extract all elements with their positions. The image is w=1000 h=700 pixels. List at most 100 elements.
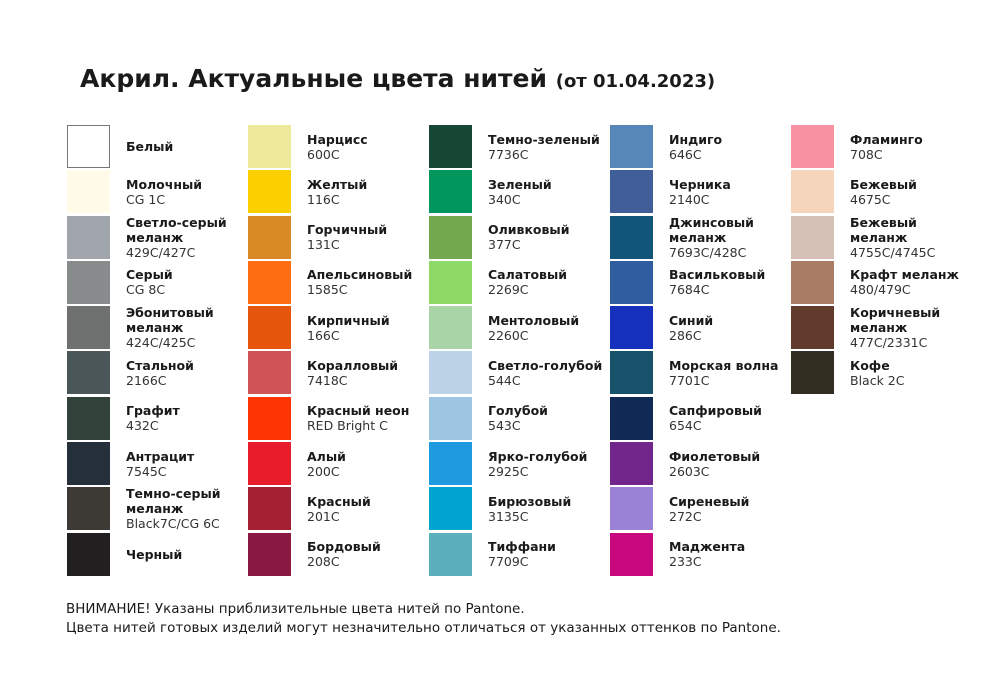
color-name: Фиолетовый: [669, 448, 761, 464]
color-swatch: [791, 125, 834, 168]
color-swatch: [429, 351, 472, 395]
color-label: Черный: [126, 533, 182, 576]
color-item: Стальной 2166C: [67, 351, 248, 396]
color-swatch: [610, 351, 653, 395]
color-swatch: [248, 396, 291, 440]
palette-column: Индиго 646C Черника 2140C Джинсовый меланж 769…: [610, 125, 791, 578]
color-name: Желтый: [307, 176, 368, 192]
color-item: Голубой 543C: [429, 396, 610, 442]
pantone-code: 432C: [126, 418, 159, 434]
color-swatch: [248, 351, 291, 395]
color-label: Сиреневый 272C: [669, 487, 749, 530]
color-item: Кофе Black 2C: [791, 351, 972, 396]
color-item: Нарцисс 600C: [248, 125, 429, 170]
color-label: Салатовый 2269C: [488, 261, 567, 304]
color-name: Индиго: [669, 131, 723, 147]
color-swatch: [248, 487, 291, 531]
color-name: Коричневый: [850, 305, 941, 321]
pantone-code: 654C: [669, 418, 702, 434]
color-swatch: [67, 442, 110, 486]
pantone-code: 708C: [850, 146, 883, 162]
color-name: Светло-голубой: [488, 357, 603, 373]
color-label: Синий 286C: [669, 306, 713, 349]
color-label: Антрацит 7545C: [126, 442, 194, 485]
color-label: Голубой 543C: [488, 397, 548, 440]
color-label: Бежевый меланж 4755C/4745C: [850, 215, 936, 260]
color-item: Зеленый 340C: [429, 170, 610, 215]
color-swatch: [791, 170, 834, 214]
color-swatch: [429, 396, 472, 440]
color-swatch: [248, 532, 291, 576]
color-item: Горчичный 131C: [248, 215, 429, 261]
color-name: Темно-серый: [126, 486, 221, 502]
disclaimer-note: ВНИМАНИЕ! Указаны приблизительные цвета …: [66, 600, 781, 638]
color-name: Фламинго: [850, 131, 923, 147]
pantone-code: 2140C: [669, 191, 710, 207]
color-item: Красный неон RED Bright C: [248, 396, 429, 442]
color-label: Маджента 233C: [669, 533, 745, 576]
color-swatch: [248, 125, 291, 168]
palette-column: Нарцисс 600C Желтый 116C Горчичный 131C Апельс…: [248, 125, 429, 578]
color-item: Черника 2140C: [610, 170, 791, 215]
pantone-code: 116C: [307, 191, 340, 207]
palette-column: Темно-зеленый 7736C Зеленый 340C Оливковый 37…: [429, 125, 610, 578]
color-item: Васильковый 7684C: [610, 260, 791, 306]
color-item: Светло-голубой 544C: [429, 351, 610, 396]
color-item: Фламинго 708C: [791, 125, 972, 170]
pantone-code: 7709C: [488, 554, 529, 570]
color-name: Стальной: [126, 357, 194, 373]
note-line-1: ВНИМАНИЕ! Указаны приблизительные цвета …: [66, 601, 525, 617]
pantone-code: RED Bright C: [307, 418, 388, 434]
palette-column: Фламинго 708C Бежевый 4675C Бежевый меланж 475…: [791, 125, 972, 397]
pantone-code: 2166C: [126, 372, 167, 388]
pantone-code: Black 2C: [850, 372, 905, 388]
color-label: Красный неон RED Bright C: [307, 397, 409, 440]
color-label: Фламинго 708C: [850, 125, 923, 168]
color-label: Желтый 116C: [307, 170, 367, 213]
color-swatch: [67, 532, 110, 576]
color-item: Красный 201C: [248, 487, 429, 532]
color-swatch: [67, 125, 110, 168]
color-label: Светло-серый меланж 429C/427C: [126, 215, 227, 260]
color-swatch: [248, 442, 291, 486]
color-item: Тиффани 7709C: [429, 532, 610, 578]
color-label: Джинсовый меланж 7693C/428C: [669, 215, 754, 260]
color-item: Джинсовый меланж 7693C/428C: [610, 215, 791, 261]
color-item: Морская волна 7701C: [610, 351, 791, 396]
color-name: Горчичный: [307, 222, 388, 238]
color-name: Черника: [669, 176, 731, 192]
color-item: Молочный CG 1C: [67, 170, 248, 215]
pantone-code: 4755C/4745C: [850, 244, 936, 260]
color-name: Нарцисс: [307, 131, 368, 147]
color-item: Оливковый 377C: [429, 215, 610, 261]
color-label: Кирпичный 166C: [307, 306, 390, 349]
color-name: Красный: [307, 493, 371, 509]
color-name: Ярко-голубой: [488, 448, 588, 464]
color-label: Индиго 646C: [669, 125, 722, 168]
color-swatch: [610, 215, 653, 259]
color-label: Бирюзовый 3135C: [488, 487, 571, 530]
color-swatch: [610, 306, 653, 350]
color-label: Ментоловый 2260C: [488, 306, 579, 349]
color-label: Эбонитовый меланж 424C/425C: [126, 305, 214, 350]
color-swatch: [67, 487, 110, 531]
color-swatch: [610, 260, 653, 304]
color-swatch: [67, 170, 110, 214]
color-name: Алый: [307, 448, 346, 464]
pantone-code: 7684C: [669, 282, 710, 298]
pantone-code: 646C: [669, 146, 702, 162]
color-name: Крафт меланж: [850, 267, 959, 283]
color-name: Белый: [126, 139, 174, 154]
pantone-code: 544C: [488, 372, 521, 388]
color-item: Сиреневый 272C: [610, 487, 791, 532]
color-item: Синий 286C: [610, 306, 791, 351]
pantone-code: 600C: [307, 146, 340, 162]
color-name: меланж: [669, 229, 727, 245]
color-name: Маджента: [669, 539, 746, 555]
color-item: Сапфировый 654C: [610, 396, 791, 442]
color-swatch: [248, 215, 291, 259]
pantone-code: 2269C: [488, 282, 529, 298]
color-name: меланж: [126, 320, 184, 336]
color-swatch: [791, 215, 834, 259]
pantone-code: 7693C/428C: [669, 244, 747, 260]
